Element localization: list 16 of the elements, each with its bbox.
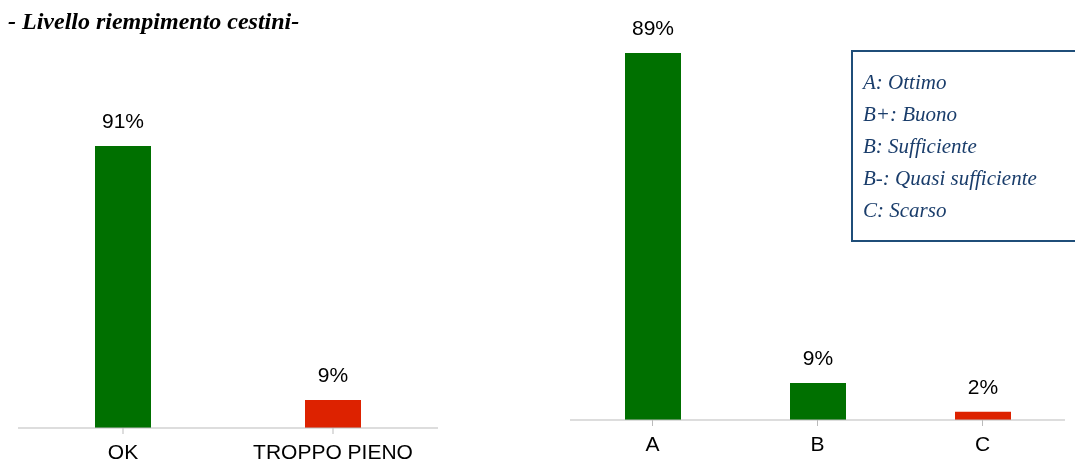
annotation: B+: Buono <box>863 101 959 128</box>
x-tick-label: TROPPO PIENO <box>253 439 413 463</box>
x-tick-label: B <box>810 431 825 455</box>
data-label: 9% <box>802 345 834 369</box>
x-tick-label: A <box>645 431 660 455</box>
data-label: 2% <box>967 374 999 398</box>
data-label: 9% <box>317 363 349 387</box>
chart-title: - Livello riempimento cestini- <box>8 8 300 35</box>
annotation: B-: Quasi sufficiente <box>863 165 1038 192</box>
data-label: 91% <box>101 109 145 132</box>
annotation: C: Scarso <box>863 197 948 224</box>
annotation: A: Ottimo <box>863 69 948 96</box>
annotation: B: Sufficiente <box>863 133 978 160</box>
x-tick-label: OK <box>107 439 139 463</box>
x-tick-label: C <box>974 431 991 455</box>
data-label: 89% <box>631 16 675 39</box>
